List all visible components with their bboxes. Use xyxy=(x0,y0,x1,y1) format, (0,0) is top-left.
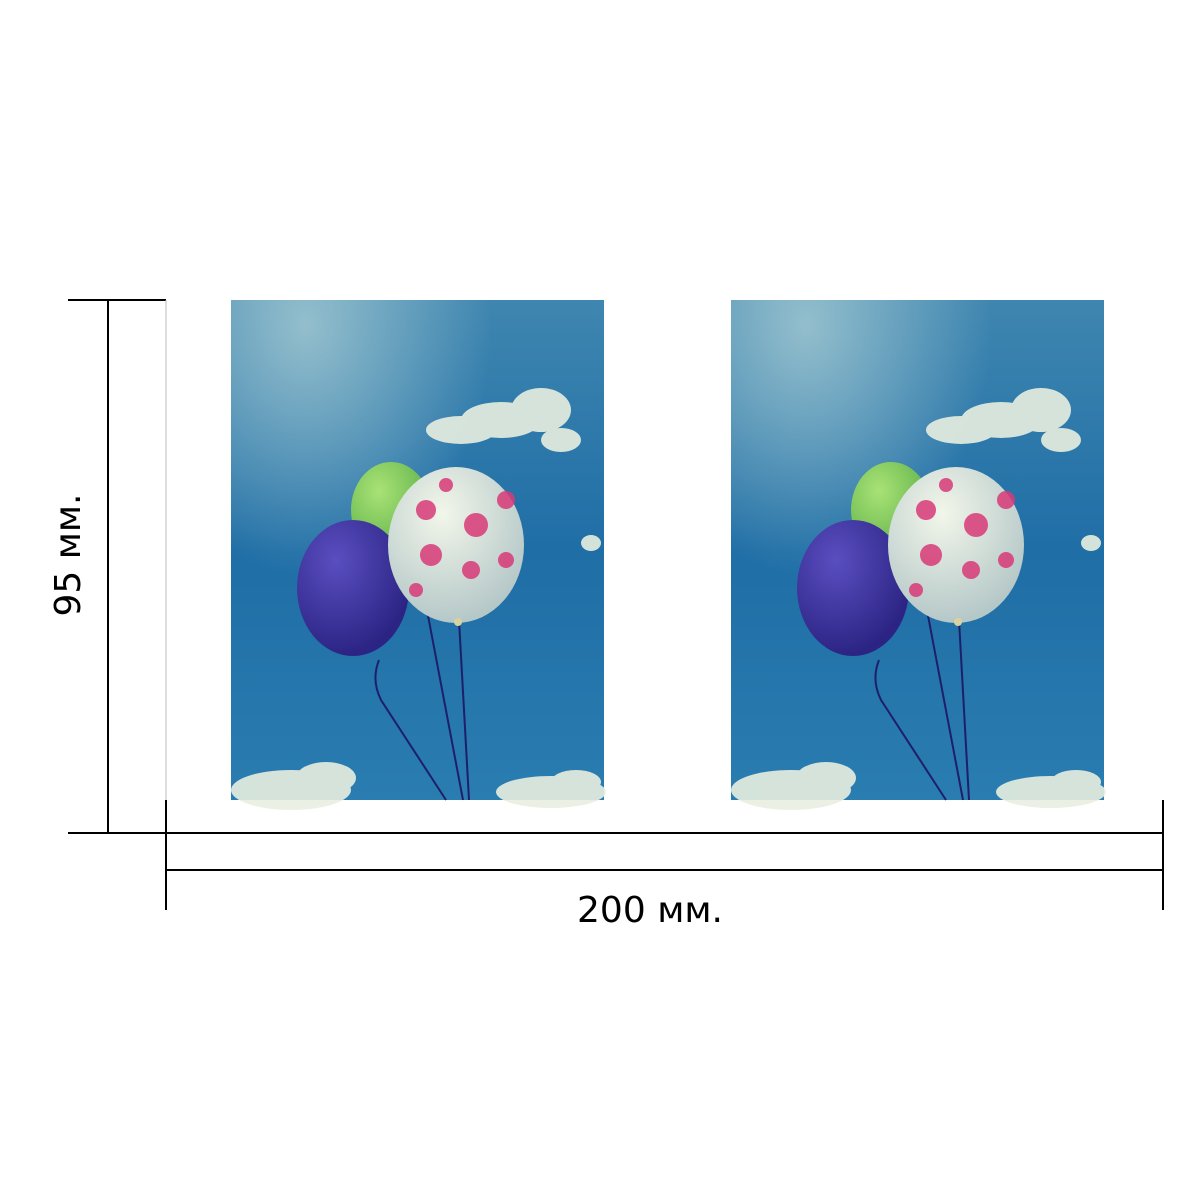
height-dimension: 95 мм. xyxy=(48,299,167,834)
print-image xyxy=(730,299,1107,811)
height-label: 95 мм. xyxy=(48,493,89,616)
width-dimension: 200 мм. xyxy=(165,800,1164,931)
width-label: 200 мм. xyxy=(577,890,723,931)
print-image xyxy=(230,299,607,811)
